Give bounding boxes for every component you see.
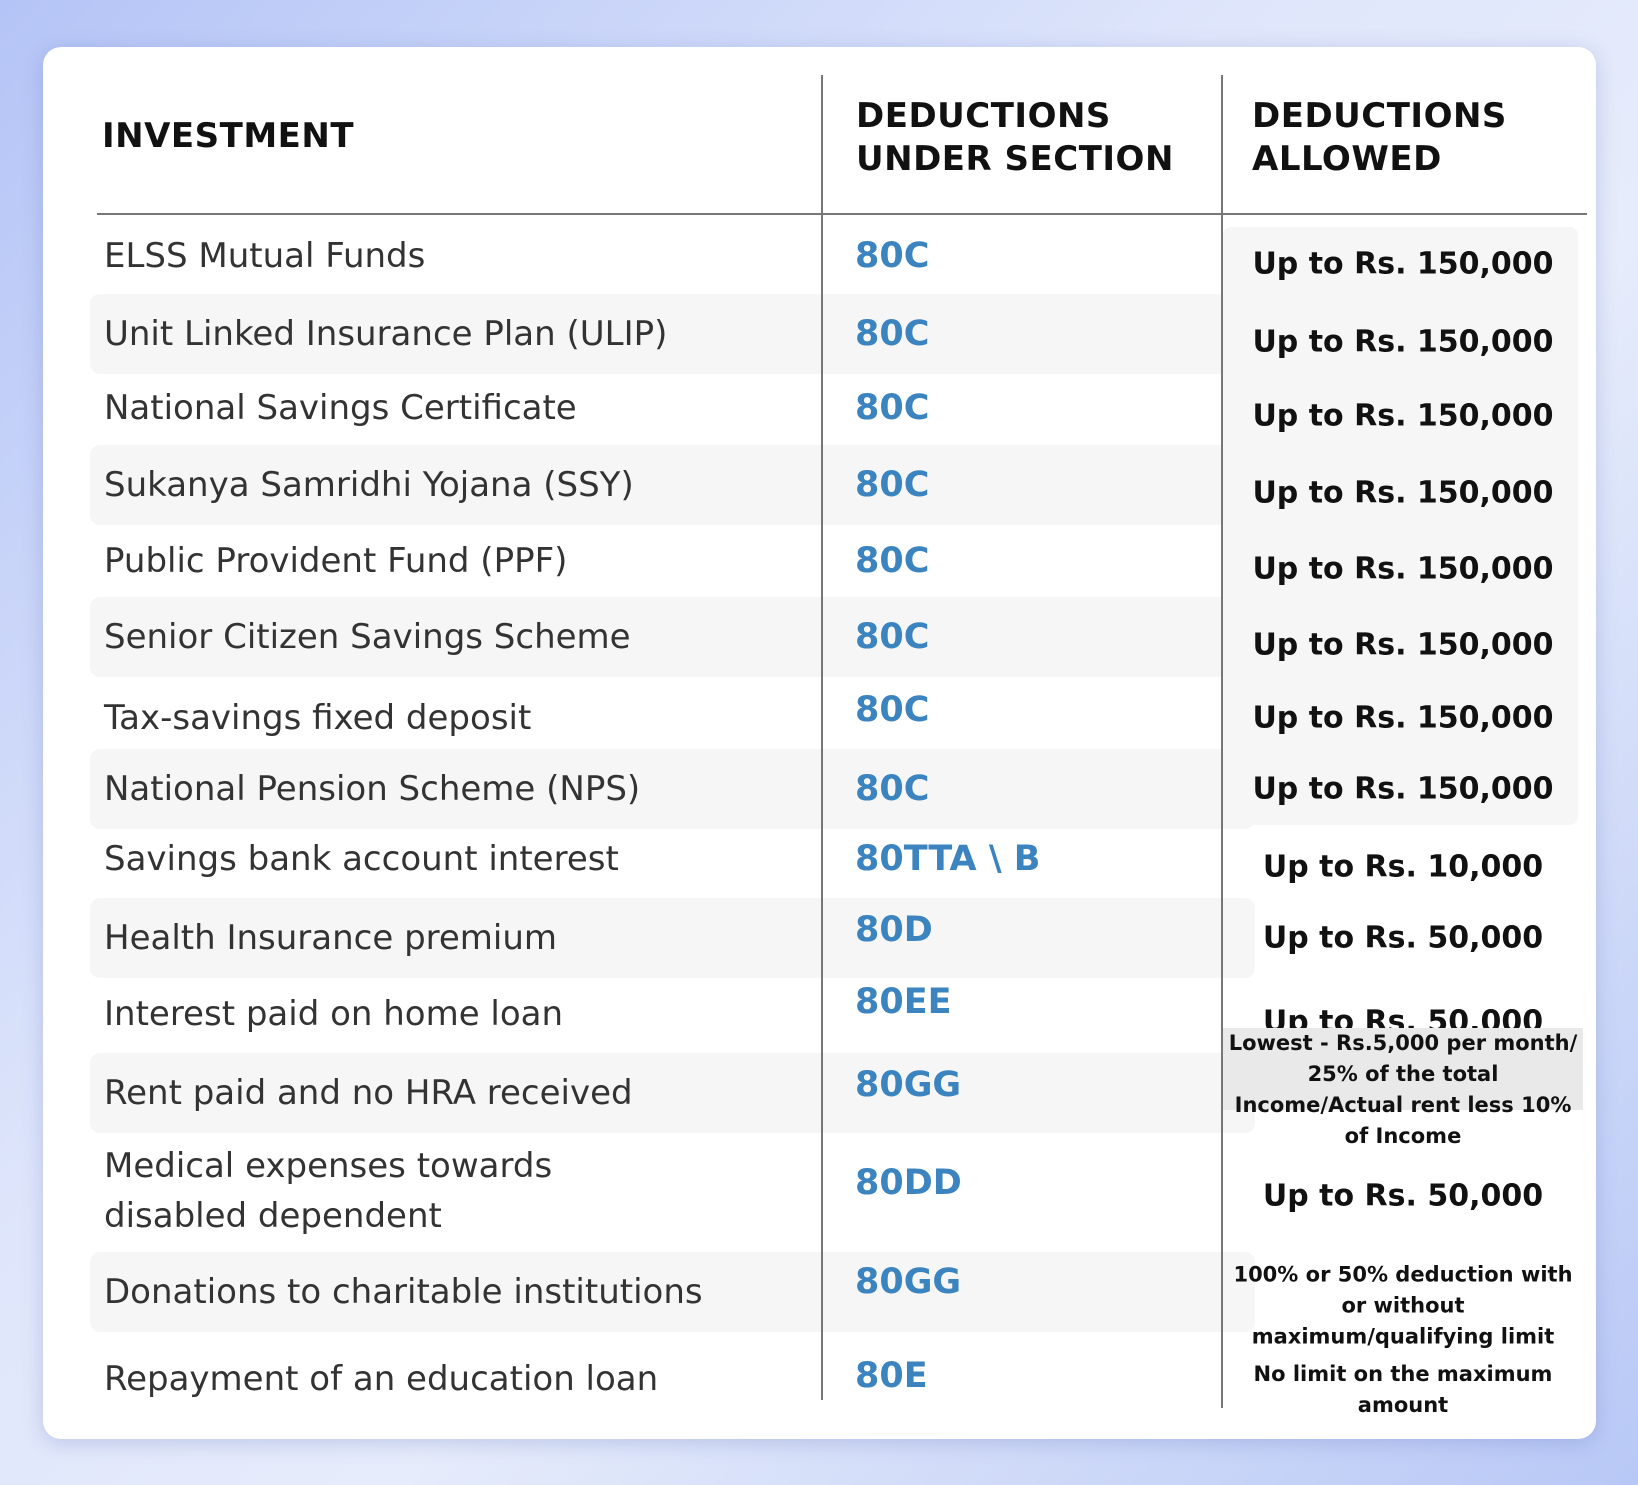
section-cell: 80C: [855, 236, 930, 276]
column-divider: [821, 75, 823, 1400]
section-cell: 80C: [855, 541, 930, 581]
header-section: DEDUCTIONS UNDER SECTION: [856, 96, 1174, 179]
row-shade: [90, 749, 1255, 829]
investment-cell: National Savings Certificate: [104, 388, 577, 428]
investment-cell: Unit Linked Insurance Plan (ULIP): [104, 314, 668, 354]
investment-cell: Rent paid and no HRA received: [104, 1073, 633, 1113]
row-shade: [90, 1252, 1255, 1332]
investment-cell: Interest paid on home loan: [104, 994, 564, 1034]
allowed-cell: Up to Rs. 150,000: [1252, 398, 1554, 434]
investment-cell: Sukanya Samridhi Yojana (SSY): [104, 465, 634, 505]
allowed-column-shade: [1223, 227, 1578, 825]
section-cell: 80C: [855, 314, 930, 354]
header-divider: [97, 213, 1587, 215]
header-allowed: DEDUCTIONS ALLOWED: [1252, 96, 1507, 179]
section-cell: 80C: [855, 690, 930, 730]
allowed-cell: Up to Rs. 150,000: [1252, 324, 1554, 360]
allowed-cell: 100% or 50% deduction with or without ma…: [1233, 1262, 1573, 1349]
investment-cell: Health Insurance premium: [104, 918, 558, 958]
header-investment: INVESTMENT: [102, 116, 355, 156]
section-cell: 80GG: [855, 1065, 962, 1105]
investment-cell: Tax-savings fixed deposit: [104, 698, 532, 738]
deductions-table: INVESTMENT DEDUCTIONS UNDER SECTION DEDU…: [43, 47, 1596, 1439]
row-shade: [90, 898, 1255, 978]
investment-cell: Senior Citizen Savings Scheme: [104, 617, 631, 657]
investment-cell: Repayment of an education loan: [104, 1359, 659, 1399]
section-cell: 80DD: [855, 1163, 962, 1203]
allowed-cell: Up to Rs. 150,000: [1252, 627, 1554, 663]
allowed-cell: Up to Rs. 50,000: [1262, 1178, 1544, 1214]
allowed-cell: Up to Rs. 150,000: [1252, 771, 1554, 807]
section-cell: 80C: [855, 388, 930, 428]
allowed-cell: No limit on the maximum amount: [1253, 1362, 1553, 1417]
column-divider: [1221, 75, 1223, 1408]
section-cell: 80GG: [855, 1262, 962, 1302]
allowed-cell: Up to Rs. 150,000: [1252, 551, 1554, 587]
row-shade: [90, 597, 1255, 677]
investment-cell: Public Provident Fund (PPF): [104, 541, 568, 581]
investment-cell: National Pension Scheme (NPS): [104, 769, 641, 809]
section-cell: 80TTA \ B: [855, 839, 1041, 879]
allowed-cell: Up to Rs. 10,000: [1262, 849, 1544, 885]
investment-cell: Donations to charitable institutions: [104, 1272, 703, 1312]
row-shade: [90, 445, 1255, 525]
allowed-cell: Up to Rs. 50,000: [1262, 920, 1544, 956]
allowed-cell: Up to Rs. 150,000: [1252, 700, 1554, 736]
row-shade: [90, 294, 1255, 374]
investment-cell: Medical expenses towards disabled depend…: [104, 1146, 553, 1236]
section-cell: 80EE: [855, 982, 952, 1022]
row-shade: [90, 1053, 1255, 1133]
section-cell: 80C: [855, 769, 930, 809]
allowed-cell: Lowest - Rs.5,000 per month/ 25% of the …: [1223, 1028, 1583, 1152]
investment-cell: Savings bank account interest: [104, 839, 619, 879]
section-cell: 80D: [855, 910, 933, 950]
section-cell: 80C: [855, 465, 930, 505]
section-cell: 80E: [855, 1356, 928, 1396]
allowed-cell: Up to Rs. 150,000: [1252, 246, 1554, 282]
investment-cell: ELSS Mutual Funds: [104, 236, 426, 276]
allowed-cell: Up to Rs. 150,000: [1252, 475, 1554, 511]
section-cell: 80C: [855, 617, 930, 657]
